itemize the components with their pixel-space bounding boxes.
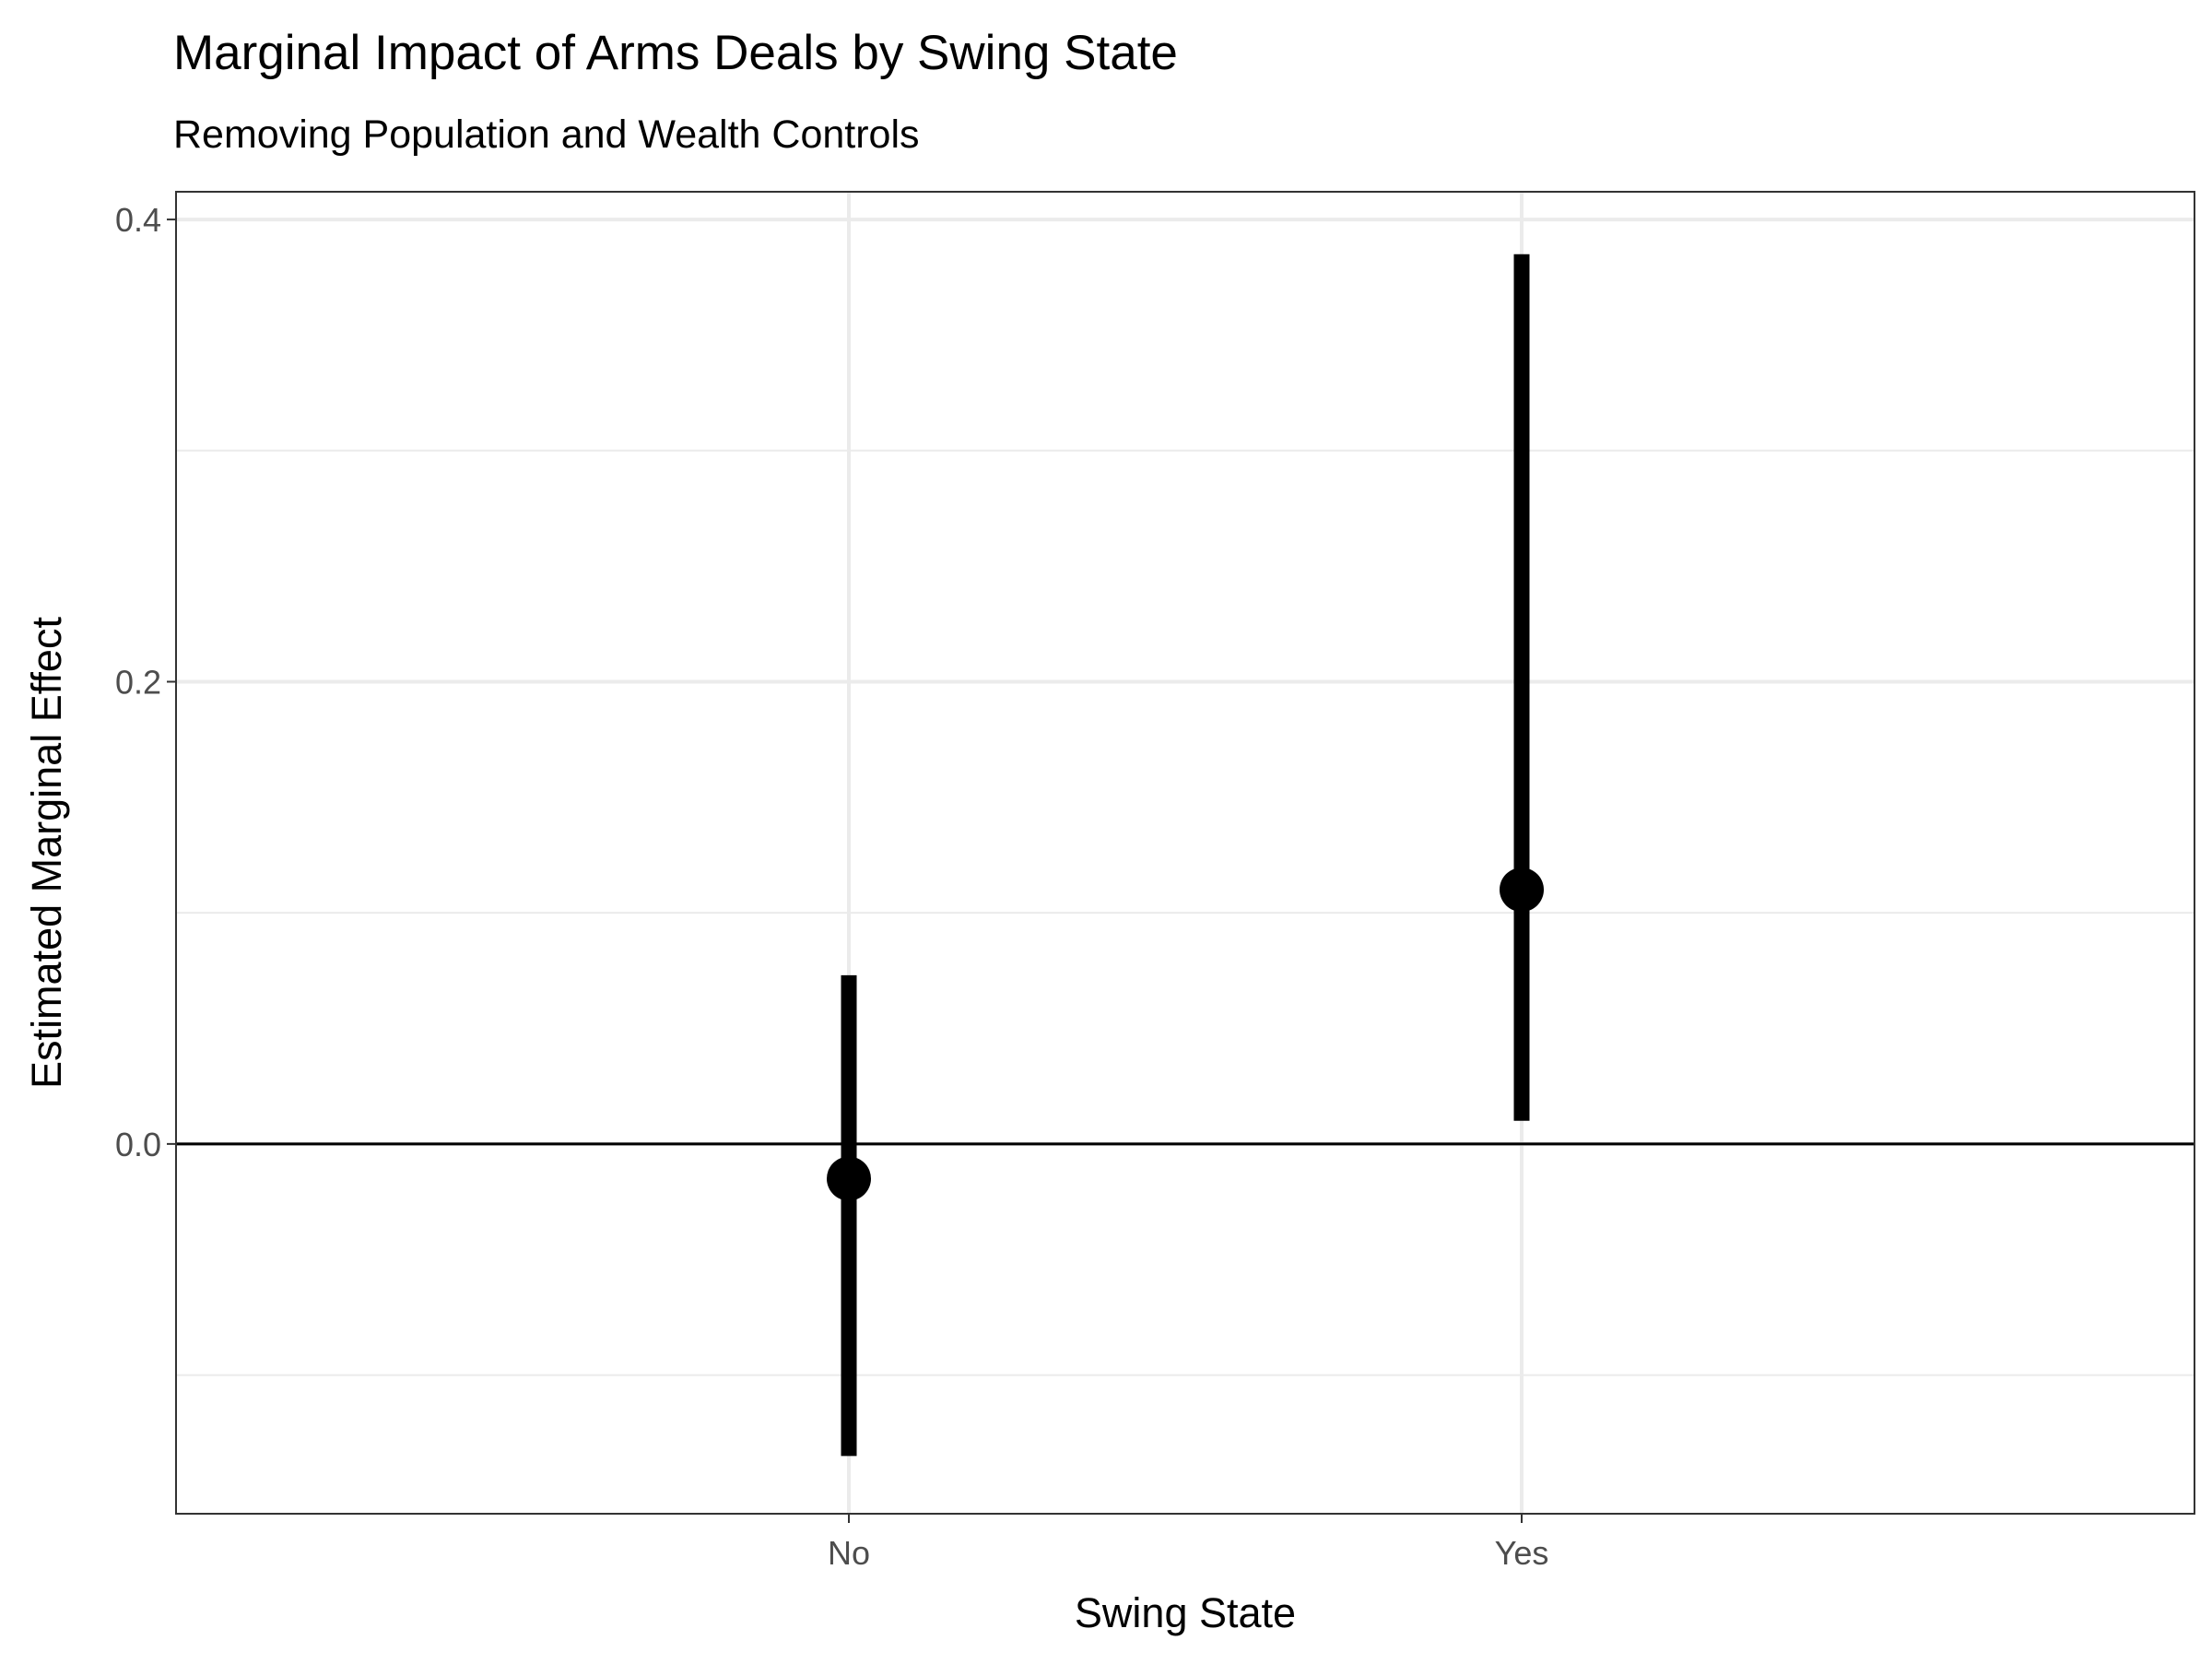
panel-border <box>175 191 2195 1515</box>
point-estimate-no <box>827 1156 871 1201</box>
x-axis-title: Swing State <box>1075 1589 1296 1636</box>
x-tick-label: Yes <box>1495 1534 1549 1572</box>
axes: 0.0 0.2 0.4 No Yes <box>115 201 1548 1572</box>
y-tick-label: 0.4 <box>115 201 161 239</box>
x-tick-label: No <box>828 1534 870 1572</box>
chart-subtitle: Removing Population and Wealth Controls <box>173 112 920 157</box>
y-tick-label: 0.0 <box>115 1126 161 1163</box>
data-marks <box>827 254 1544 1457</box>
y-tick-label: 0.2 <box>115 663 161 701</box>
point-estimate-yes <box>1500 867 1544 913</box>
chart-title: Marginal Impact of Arms Deals by Swing S… <box>173 26 1178 80</box>
y-axis-title: Estimated Marginal Effect <box>23 617 70 1089</box>
